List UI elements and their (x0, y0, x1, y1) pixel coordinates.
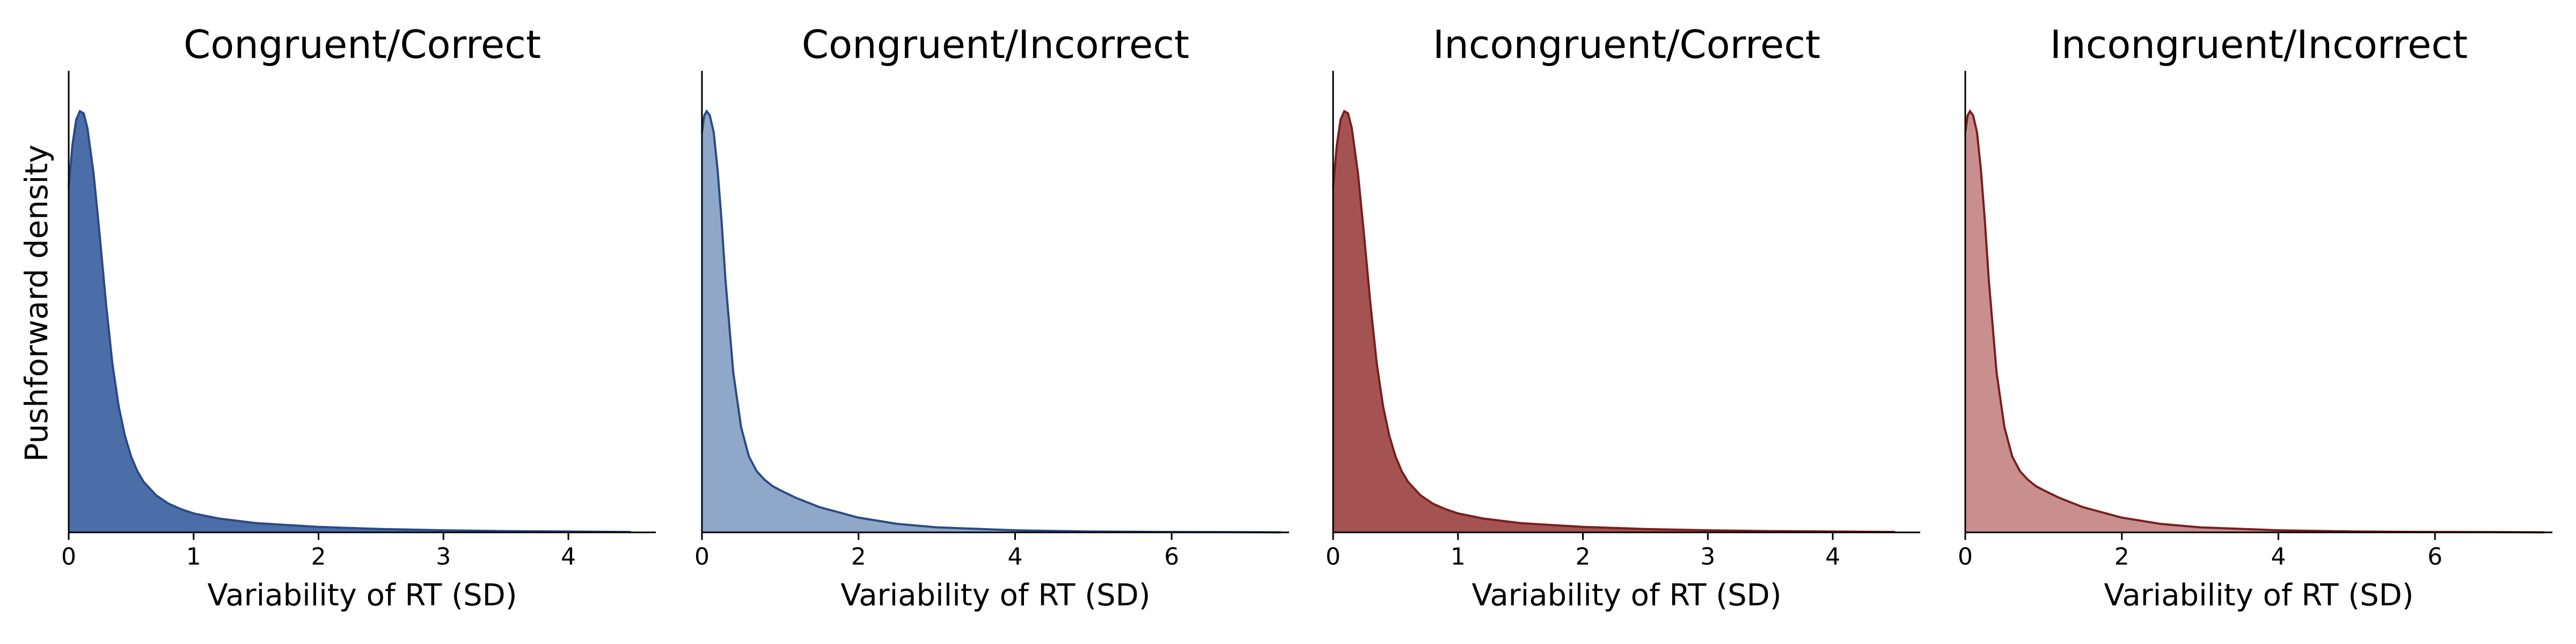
density-line (701, 109, 1282, 533)
panel-3: 0 1 2 3 4 Variability of RT (SD) Incongruent/C… (1326, 22, 1920, 613)
panel-title: Congruent/Correct (184, 22, 541, 67)
x-tick-label: 4 (2271, 543, 2286, 570)
x-tick-label: 0 (61, 543, 76, 570)
x-axis-label: Variability of RT (SD) (840, 578, 1150, 613)
panel-4: 0 2 4 6 Variability of RT (SD) Incongruent/In… (1958, 22, 2552, 613)
x-tick-label: 0 (1958, 543, 1973, 570)
panel-2: 0 2 4 6 Variability of RT (SD) Congruent/Inco… (694, 22, 1289, 613)
x-tick-label: 2 (2114, 543, 2129, 570)
x-tick-label: 6 (1164, 543, 1179, 570)
density-line (1964, 109, 2545, 533)
density-area (1333, 111, 1896, 532)
x-axis-label: Variability of RT (SD) (207, 578, 517, 613)
x-tick-label: 2 (1576, 543, 1591, 570)
panel-1: 0 1 2 3 4 Variability of RT (SD) Congruent/Cor… (61, 22, 656, 613)
x-tick-label: 4 (1007, 543, 1022, 570)
x-axis-label: Variability of RT (SD) (1472, 578, 1781, 613)
x-axis-label: Variability of RT (SD) (2104, 578, 2413, 613)
panel-title: Congruent/Incorrect (802, 22, 1189, 67)
x-tick-label: 0 (694, 543, 709, 570)
x-tick-label: 3 (436, 543, 451, 570)
figure-ylabel: Pushforward density (18, 144, 55, 462)
density-area (69, 111, 631, 532)
x-tick-label: 1 (186, 543, 201, 570)
x-tick-label: 1 (1451, 543, 1466, 570)
panel-title: Incongruent/Incorrect (2050, 22, 2468, 67)
x-tick-label: 3 (1700, 543, 1715, 570)
x-tick-label: 4 (1825, 543, 1840, 570)
density-line (1332, 109, 1896, 533)
x-tick-label: 2 (851, 543, 866, 570)
x-tick-label: 4 (561, 543, 576, 570)
x-tick-label: 2 (311, 543, 326, 570)
density-area (1965, 111, 2545, 532)
x-tick-label: 0 (1326, 543, 1341, 570)
density-area (702, 111, 1282, 532)
x-tick-label: 6 (2427, 543, 2442, 570)
density-line (68, 109, 631, 533)
panel-title: Incongruent/Correct (1433, 22, 1820, 67)
